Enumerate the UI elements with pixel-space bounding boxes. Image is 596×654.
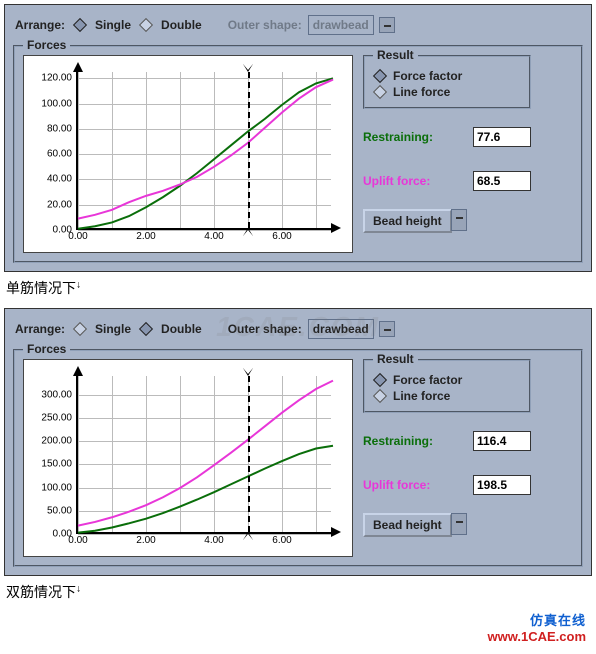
arrange-single-radio[interactable] — [73, 322, 87, 336]
result-line-force-radio[interactable] — [373, 389, 387, 403]
bead-height-dropdown-icon[interactable] — [451, 513, 467, 535]
footer-url: www.1CAE.com — [488, 629, 586, 644]
bead-height-button[interactable]: Bead height — [363, 209, 452, 233]
y-axis-arrow-icon — [73, 62, 83, 72]
uplift-label: Uplift force: — [363, 478, 430, 492]
footer-brand: 仿真在线 — [530, 613, 586, 628]
outer-shape-select: drawbead — [308, 15, 374, 35]
arrange-label: Arrange: — [15, 322, 65, 336]
result-force-factor-radio[interactable] — [373, 373, 387, 387]
restraining-label: Restraining: — [363, 130, 433, 144]
result-group: Result Force factor Line force — [363, 359, 531, 413]
forces-group: Forces 0.0020.0040.0060.0080.00100.00120… — [13, 45, 583, 263]
outer-shape-select[interactable]: drawbead — [308, 319, 374, 339]
uplift-input[interactable] — [473, 171, 531, 191]
arrange-label: Arrange: — [15, 18, 65, 32]
result-group-title: Result — [373, 352, 418, 366]
restraining-label: Restraining: — [363, 434, 433, 448]
result-line-force-radio[interactable] — [373, 85, 387, 99]
result-force-factor-label: Force factor — [393, 69, 462, 83]
restraining-input[interactable] — [473, 127, 531, 147]
arrange-single-label: Single — [95, 322, 131, 336]
caption-top: 单筋情况下↓ — [0, 276, 596, 304]
chart-cursor[interactable] — [248, 72, 250, 228]
caption-bottom: 双筋情况下↓ — [0, 580, 596, 608]
outer-shape-dropdown-icon[interactable] — [379, 321, 395, 337]
outer-shape-label: Outer shape: — [228, 322, 302, 336]
uplift-input[interactable] — [473, 475, 531, 495]
result-group-title: Result — [373, 48, 418, 62]
bead-height-dropdown-icon[interactable] — [451, 209, 467, 231]
arrange-single-radio[interactable] — [73, 18, 87, 32]
result-group: Result Force factor Line force — [363, 55, 531, 109]
arrange-single-label: Single — [95, 18, 131, 32]
bead-height-button[interactable]: Bead height — [363, 513, 452, 537]
result-line-force-label: Line force — [393, 85, 450, 99]
outer-shape-dropdown-icon — [379, 17, 395, 33]
y-axis-arrow-icon — [73, 366, 83, 376]
chart: 0.0050.00100.00150.00200.00250.00300.000… — [23, 359, 353, 557]
result-force-factor-label: Force factor — [393, 373, 462, 387]
result-line-force-label: Line force — [393, 389, 450, 403]
panel-top: Arrange: Single Double Outer shape: draw… — [4, 4, 592, 272]
chart-cursor[interactable] — [248, 376, 250, 532]
forces-group-title: Forces — [23, 38, 70, 52]
outer-shape-label: Outer shape: — [228, 18, 302, 32]
forces-group-title: Forces — [23, 342, 70, 356]
forces-group: Forces 0.0050.00100.00150.00200.00250.00… — [13, 349, 583, 567]
result-force-factor-radio[interactable] — [373, 69, 387, 83]
arrange-double-label: Double — [161, 18, 202, 32]
arrange-double-radio[interactable] — [139, 18, 153, 32]
chart-series — [78, 376, 333, 534]
restraining-input[interactable] — [473, 431, 531, 451]
chart-series — [78, 72, 333, 230]
uplift-label: Uplift force: — [363, 174, 430, 188]
panel-bottom: Arrange: Single Double Outer shape: draw… — [4, 308, 592, 576]
arrange-double-radio[interactable] — [139, 322, 153, 336]
arrange-double-label: Double — [161, 322, 202, 336]
chart: 0.0020.0040.0060.0080.00100.00120.000.00… — [23, 55, 353, 253]
footer: 仿真在线 www.1CAE.com — [0, 608, 596, 650]
